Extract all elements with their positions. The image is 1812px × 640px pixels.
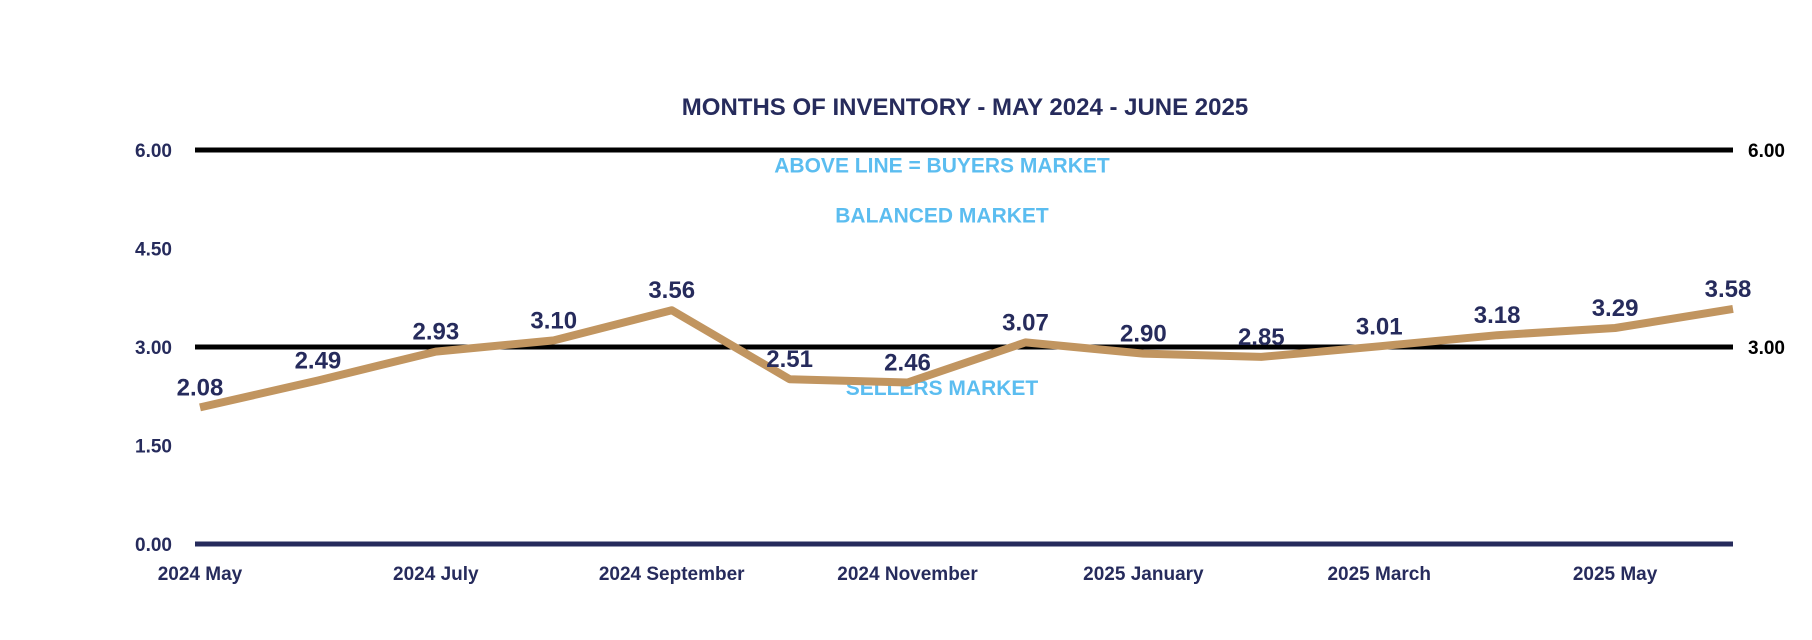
data-labels: 2.08 2.49 2.93 3.10 3.56 2.51 2.46 3.07 2.90 2.85… [177, 276, 1752, 402]
data-label: 2.51 [766, 346, 813, 373]
x-tick-label: 2024 November [837, 564, 978, 585]
right-axis-ticks: 6.00 3.00 [1748, 141, 1785, 359]
market-annotation: BALANCED MARKET [835, 204, 1049, 227]
y-tick-label: 3.00 [135, 338, 172, 359]
y-axis-ticks: 0.00 1.50 3.00 4.50 6.00 [135, 141, 172, 556]
data-label: 3.58 [1705, 276, 1752, 303]
y-tick-label: 1.50 [135, 437, 172, 458]
data-label: 2.46 [884, 349, 931, 376]
y-tick-label: 4.50 [135, 240, 172, 261]
x-tick-label: 2024 May [158, 564, 243, 585]
data-label: 3.10 [530, 307, 577, 334]
data-label: 2.85 [1238, 324, 1285, 351]
x-tick-label: 2025 March [1327, 564, 1431, 585]
market-annotation: ABOVE LINE = BUYERS MARKET [774, 154, 1110, 177]
data-label: 3.18 [1474, 302, 1521, 329]
data-label: 2.90 [1120, 321, 1167, 348]
right-axis-label: 6.00 [1748, 141, 1785, 162]
data-label: 2.08 [177, 374, 224, 401]
data-label: 3.29 [1592, 295, 1639, 322]
data-label: 2.49 [295, 347, 342, 374]
x-tick-label: 2024 September [599, 564, 745, 585]
x-tick-label: 2024 July [393, 564, 479, 585]
data-label: 3.07 [1002, 309, 1049, 336]
y-tick-label: 0.00 [135, 535, 172, 556]
data-label: 2.93 [412, 319, 459, 346]
series-group [199, 304, 1734, 412]
annotations: ABOVE LINE = BUYERS MARKET BALANCED MARKE… [774, 154, 1110, 400]
x-axis-ticks: 2024 May 2024 July 2024 September 2024 Nove… [158, 564, 1658, 585]
chart-title: MONTHS OF INVENTORY - MAY 2024 - JUNE 20… [682, 94, 1248, 121]
right-axis-label: 3.00 [1748, 338, 1785, 359]
y-tick-label: 6.00 [135, 141, 172, 162]
data-label: 3.01 [1356, 313, 1403, 340]
series-line [199, 304, 1734, 412]
x-tick-label: 2025 May [1573, 564, 1658, 585]
x-tick-label: 2025 January [1083, 564, 1204, 585]
data-label: 3.56 [648, 277, 695, 304]
